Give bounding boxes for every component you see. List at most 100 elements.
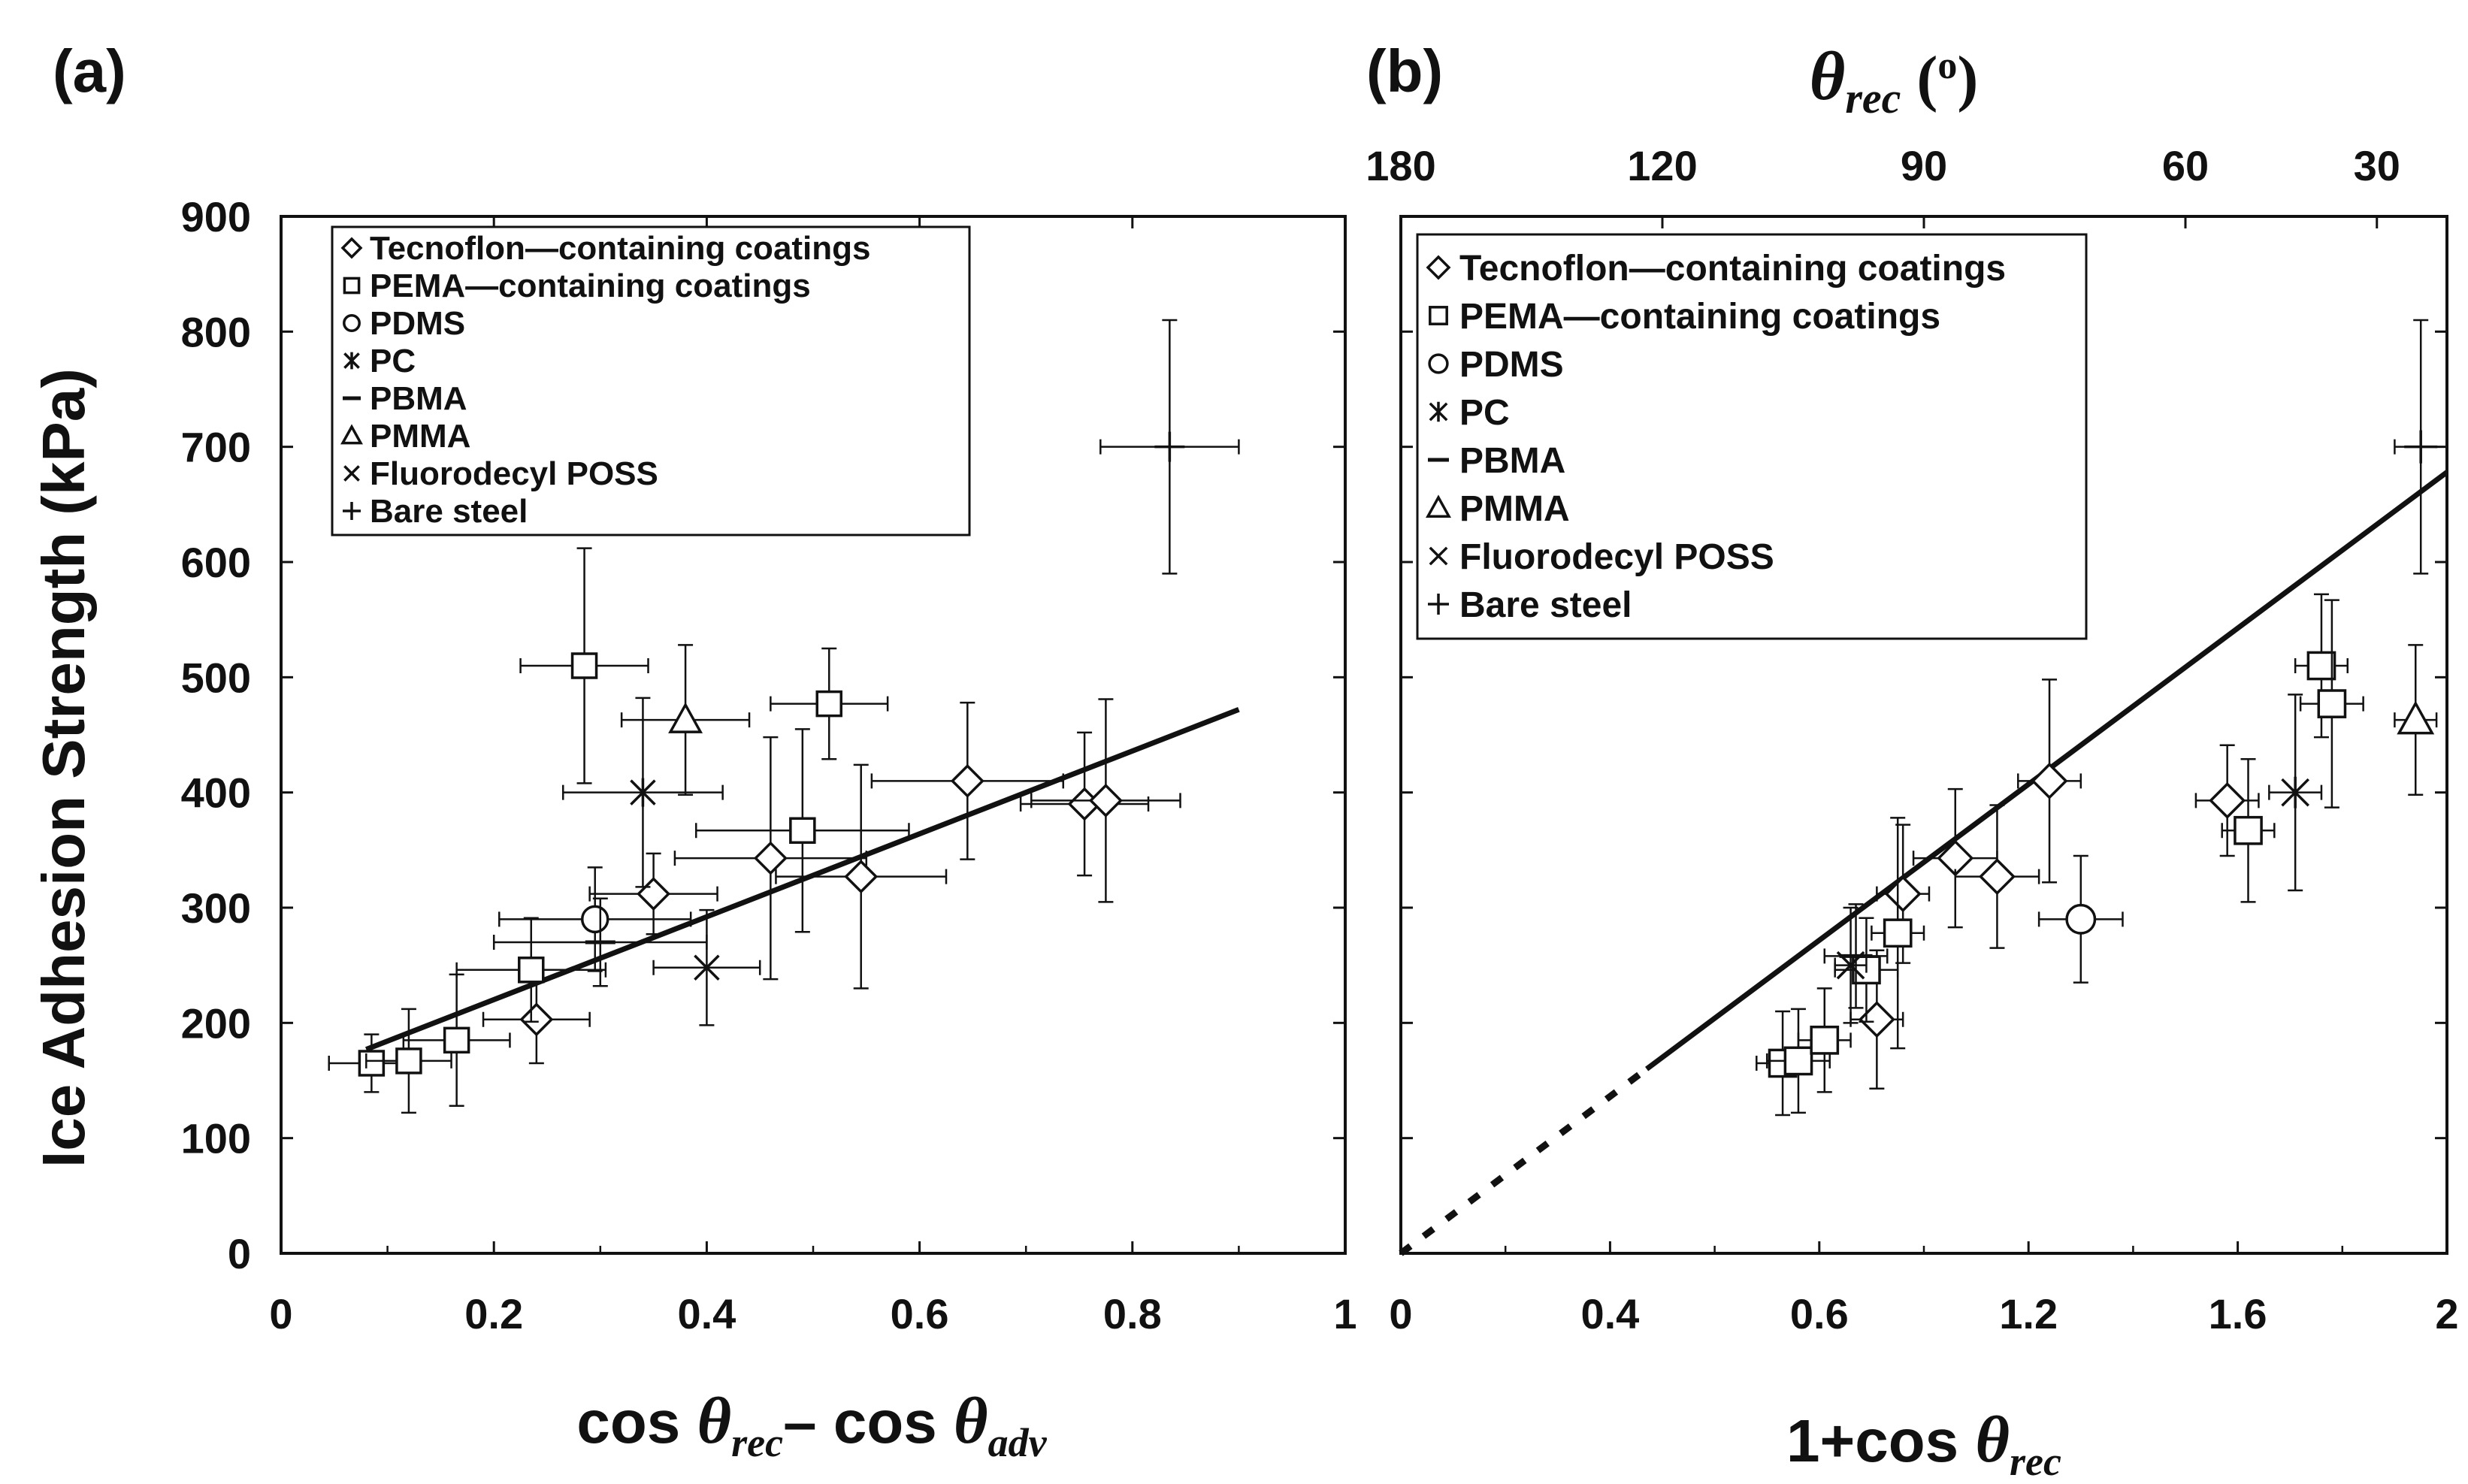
legend-marker-square — [1429, 306, 1448, 325]
chart-panel-b: 0 0.4 0.6 1.2 1.6 2 180 120 90 60 30 Tecnoflon—con… — [1366, 142, 2458, 1337]
data-point-triangle — [2397, 700, 2435, 735]
y-tick-label: 0 — [228, 1230, 251, 1277]
top-label-sub: rec — [1845, 74, 1901, 122]
legend-marker-diamond — [1426, 255, 1451, 280]
series-square — [1756, 593, 2364, 1117]
y-tick-label: 100 — [181, 1115, 251, 1162]
x-tick-label: 1 — [1333, 1290, 1356, 1337]
y-tick-label: 200 — [181, 999, 251, 1047]
ticks-a — [280, 215, 1347, 1255]
data-point-square — [1883, 918, 1913, 948]
legend-label: Fluorodecyl POSS — [370, 455, 658, 492]
series-diamond — [482, 698, 1181, 1065]
x-tick-label: 0.6 — [891, 1290, 949, 1337]
data-point-asterisk — [630, 778, 656, 807]
y-tick-label: 700 — [181, 424, 251, 471]
x-label-a-part2: – cos — [783, 1389, 954, 1455]
legend-label: PC — [1459, 393, 1510, 433]
top-tick-label: 60 — [2162, 142, 2209, 189]
x-tick-label: 0.6 — [1790, 1290, 1849, 1337]
x-label-b-theta: θ — [1975, 1404, 2010, 1476]
legend-marker-square — [343, 277, 361, 295]
series-asterisk — [561, 697, 724, 888]
legend-marker-plus — [1428, 594, 1449, 615]
series-square — [328, 547, 910, 1114]
data-point-diamond — [519, 1002, 554, 1037]
series-plus — [2394, 319, 2448, 575]
x-label-b-part1: 1+cos — [1786, 1407, 1975, 1474]
x-label-a-sub2: adv — [988, 1420, 1048, 1465]
legend-b: Tecnoflon—containing coatings PEMA—contai… — [1416, 233, 2088, 640]
legend-marker-diamond — [340, 237, 363, 259]
y-tick-label: 900 — [181, 193, 251, 240]
top-label-open: ( — [1901, 44, 1937, 113]
legend-label: Bare steel — [1459, 585, 1632, 625]
data-point-square — [443, 1026, 470, 1054]
legend-label: Tecnoflon—containing coatings — [370, 230, 871, 267]
legend-label: PC — [370, 343, 416, 379]
legend-label: PDMS — [1459, 345, 1564, 385]
data-point-square — [1810, 1025, 1840, 1055]
data-point-square — [570, 652, 598, 679]
data-point-plus — [2404, 430, 2438, 464]
legend-label: PMMA — [1459, 489, 1570, 529]
top-label-theta: θ — [1810, 38, 1846, 114]
data-point-square — [518, 957, 545, 984]
legend-label: Tecnoflon—containing coatings — [1459, 249, 2006, 289]
ticks-b — [1399, 215, 2448, 1255]
legend-box — [1416, 233, 2088, 640]
y-tick-label: 300 — [181, 884, 251, 932]
legend-box — [331, 225, 971, 536]
series-triangle — [2394, 644, 2438, 796]
top-tick-label: 30 — [2354, 142, 2400, 189]
legend-marker-x — [1429, 546, 1448, 566]
y-tick-label: 600 — [181, 539, 251, 586]
data-point-diamond — [950, 763, 984, 798]
x-label-b-sub: rec — [2010, 1439, 2061, 1484]
series-circle — [2037, 854, 2124, 984]
legend-label: Bare steel — [370, 493, 528, 530]
tick-labels-b: 0 0.4 0.6 1.2 1.6 2 180 120 90 60 30 — [1366, 142, 2458, 1337]
y-tick-label: 500 — [181, 654, 251, 701]
data-point-diamond — [844, 860, 879, 894]
x-label-a-theta2: θ — [954, 1385, 988, 1458]
data-point-diamond — [753, 841, 788, 875]
data-point-diamond — [1858, 1001, 1895, 1038]
x-tick-label: 1.6 — [2209, 1290, 2267, 1337]
data-point-diamond — [1884, 875, 1922, 913]
fit-extrapolation-line — [1399, 1066, 1649, 1256]
series-circle — [498, 866, 692, 972]
top-axis-label-b: θrec (o) — [1810, 38, 1979, 122]
data-point-triangle — [668, 702, 703, 733]
x-label-a-sub1: rec — [731, 1420, 783, 1465]
series-x — [1834, 906, 1868, 1024]
legend-marker-asterisk — [1429, 401, 1448, 422]
x-tick-label: 1.2 — [1999, 1290, 2058, 1337]
legend-marker-circle — [1428, 353, 1449, 374]
chart-panel-a: 0 0.2 0.4 0.6 0.8 1 0 100 200 300 400 500 600 700 800 9… — [181, 193, 1357, 1337]
x-label-a-part1: cos — [576, 1389, 697, 1455]
y-tick-label: 400 — [181, 769, 251, 817]
x-tick-label: 0 — [1389, 1290, 1412, 1337]
tick-labels-a: 0 0.2 0.4 0.6 0.8 1 0 100 200 300 400 500 600 700 800 9… — [181, 193, 1357, 1337]
data-points-b — [1756, 319, 2448, 1117]
legend-marker-triangle — [340, 424, 363, 445]
data-point-square — [2317, 689, 2347, 718]
data-point-diamond — [2031, 762, 2068, 799]
legend-marker-x — [343, 465, 360, 482]
legend-marker-asterisk — [343, 352, 360, 370]
data-point-asterisk — [2281, 776, 2309, 808]
x-tick-label: 0.4 — [677, 1290, 736, 1337]
data-point-square — [395, 1047, 422, 1074]
top-tick-label: 90 — [1901, 142, 1947, 189]
data-point-square — [789, 817, 816, 845]
legend-label: PBMA — [1459, 441, 1565, 481]
data-point-square — [815, 690, 842, 718]
legend-label: PDMS — [370, 305, 465, 342]
top-label-degree: o — [1937, 44, 1957, 87]
data-point-diamond — [1088, 783, 1123, 818]
legend-marker-plus — [343, 502, 361, 520]
series-x — [652, 908, 761, 1026]
data-point-x — [1836, 951, 1865, 980]
